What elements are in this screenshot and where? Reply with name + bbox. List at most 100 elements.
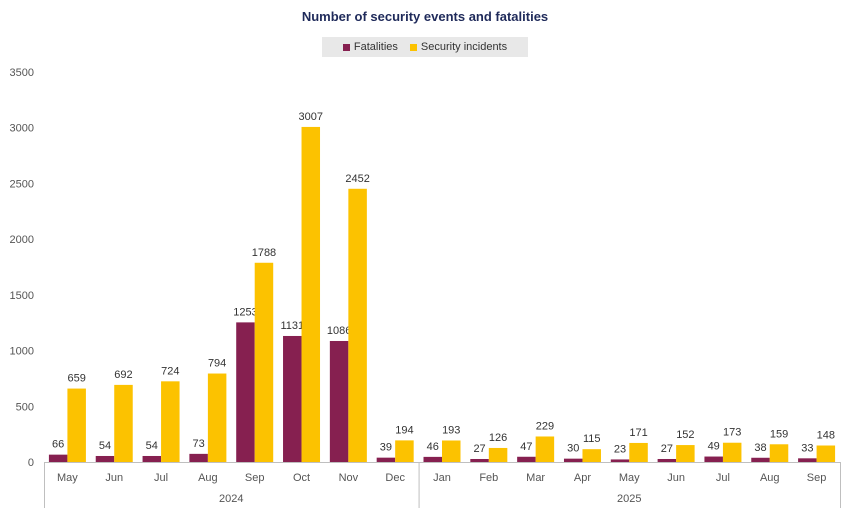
bar-security-incidents-7 (395, 440, 414, 462)
bar-security-incidents-9 (488, 447, 508, 462)
data-label-security-incidents-6: 2452 (345, 173, 369, 185)
data-label-security-incidents-12: 171 (629, 427, 647, 439)
y-tick-label-0: 0 (28, 457, 34, 469)
bar-fatalities-1 (95, 455, 115, 462)
bar-fatalities-0 (48, 454, 68, 462)
x-tick-label-13: Jun (667, 472, 685, 484)
data-label-fatalities-16: 33 (801, 442, 813, 454)
y-tick-label-500: 500 (16, 401, 34, 413)
data-label-fatalities-10: 47 (520, 441, 532, 453)
data-label-fatalities-3: 73 (193, 438, 205, 450)
x-tick-label-0: May (57, 472, 78, 484)
bar-fatalities-5 (283, 335, 302, 462)
x-tick-label-8: Jan (433, 472, 451, 484)
bar-fatalities-6 (329, 340, 349, 462)
bar-security-incidents-2 (161, 381, 180, 462)
x-tick-label-7: Dec (385, 472, 405, 484)
legend-item-fatalities: Fatalities (342, 41, 398, 53)
data-label-security-incidents-13: 152 (676, 429, 694, 441)
y-tick-label-2500: 2500 (10, 178, 34, 190)
data-label-fatalities-8: 46 (427, 441, 439, 453)
x-tick-label-3: Aug (198, 472, 218, 484)
bar-security-incidents-8 (442, 440, 461, 462)
data-label-security-incidents-2: 724 (161, 365, 179, 377)
x-tick-label-6: Nov (339, 472, 359, 484)
data-label-fatalities-9: 27 (473, 443, 485, 455)
x-tick-label-11: Apr (574, 472, 591, 484)
chart-title: Number of security events and fatalities (301, 9, 549, 24)
y-tick-label-2000: 2000 (10, 234, 34, 246)
x-tick-label-1: Jun (105, 472, 123, 484)
chart-legend: Fatalities Security incidents (322, 37, 528, 57)
data-label-fatalities-14: 49 (708, 441, 720, 453)
data-label-security-incidents-3: 794 (208, 358, 226, 370)
x-tick-label-16: Sep (807, 472, 827, 484)
data-label-fatalities-2: 54 (146, 440, 158, 452)
x-tick-label-2: Jul (154, 472, 168, 484)
legend-label-security-incidents: Security incidents (420, 41, 508, 53)
bar-fatalities-2 (142, 455, 162, 462)
data-label-security-incidents-10: 229 (536, 420, 554, 432)
x-tick-label-14: Jul (716, 472, 730, 484)
data-label-security-incidents-4: 1788 (252, 247, 276, 259)
legend-swatch-security-incidents (409, 43, 417, 51)
data-label-security-incidents-7: 194 (395, 424, 413, 436)
bar-fatalities-10 (517, 456, 536, 462)
bar-fatalities-11 (563, 458, 583, 462)
bar-security-incidents-14 (722, 442, 742, 462)
bar-security-incidents-4 (254, 262, 274, 462)
bar-fatalities-3 (189, 453, 208, 462)
bar-security-incidents-6 (348, 188, 367, 462)
data-label-security-incidents-14: 173 (723, 427, 741, 439)
bar-fatalities-7 (376, 457, 396, 462)
bar-security-incidents-10 (535, 436, 555, 462)
bar-fatalities-9 (470, 458, 489, 462)
bar-security-incidents-13 (676, 445, 695, 462)
x-tick-label-9: Feb (479, 472, 498, 484)
data-label-security-incidents-1: 692 (114, 369, 132, 381)
bar-security-incidents-12 (629, 442, 648, 462)
data-label-fatalities-11: 30 (567, 443, 579, 455)
bar-fatalities-13 (657, 458, 677, 462)
legend-swatch-fatalities (342, 43, 350, 51)
data-label-fatalities-1: 54 (99, 440, 111, 452)
data-label-security-incidents-8: 193 (442, 424, 460, 436)
data-label-fatalities-5: 1131 (280, 320, 304, 332)
data-label-fatalities-15: 38 (754, 442, 766, 454)
data-label-fatalities-7: 39 (380, 442, 392, 454)
legend-label-fatalities: Fatalities (353, 41, 398, 53)
bar-security-incidents-15 (769, 444, 789, 462)
data-label-fatalities-6: 1086 (327, 325, 351, 337)
y-tick-label-3000: 3000 (10, 123, 34, 135)
bar-fatalities-16 (798, 458, 817, 462)
x-tick-label-12: May (619, 472, 640, 484)
y-tick-label-1500: 1500 (10, 290, 34, 302)
data-label-fatalities-0: 66 (52, 439, 64, 451)
bar-security-incidents-5 (301, 126, 321, 462)
year-label-2025: 2025 (617, 493, 641, 505)
year-label-2024: 2024 (219, 493, 243, 505)
x-tick-label-4: Sep (245, 472, 265, 484)
data-label-fatalities-12: 23 (614, 443, 626, 455)
bar-security-incidents-3 (207, 373, 227, 462)
y-tick-label-1000: 1000 (10, 346, 34, 358)
bar-fatalities-4 (236, 322, 255, 462)
bar-fatalities-12 (610, 459, 630, 462)
x-tick-label-5: Oct (293, 472, 310, 484)
bar-security-incidents-0 (67, 388, 86, 462)
bar-fatalities-14 (704, 456, 723, 462)
data-label-security-incidents-5: 3007 (299, 111, 323, 123)
bar-security-incidents-1 (114, 384, 133, 462)
x-tick-label-10: Mar (526, 472, 545, 484)
data-label-security-incidents-0: 659 (67, 373, 85, 385)
data-label-security-incidents-16: 148 (817, 430, 835, 442)
data-label-fatalities-13: 27 (661, 443, 673, 455)
bar-security-incidents-16 (816, 445, 836, 462)
data-label-security-incidents-9: 126 (489, 432, 507, 444)
bar-fatalities-8 (423, 456, 442, 462)
legend-item-security-incidents: Security incidents (409, 41, 508, 53)
data-label-security-incidents-11: 115 (583, 433, 601, 445)
y-tick-label-3500: 3500 (10, 67, 34, 79)
data-label-security-incidents-15: 159 (770, 428, 788, 440)
